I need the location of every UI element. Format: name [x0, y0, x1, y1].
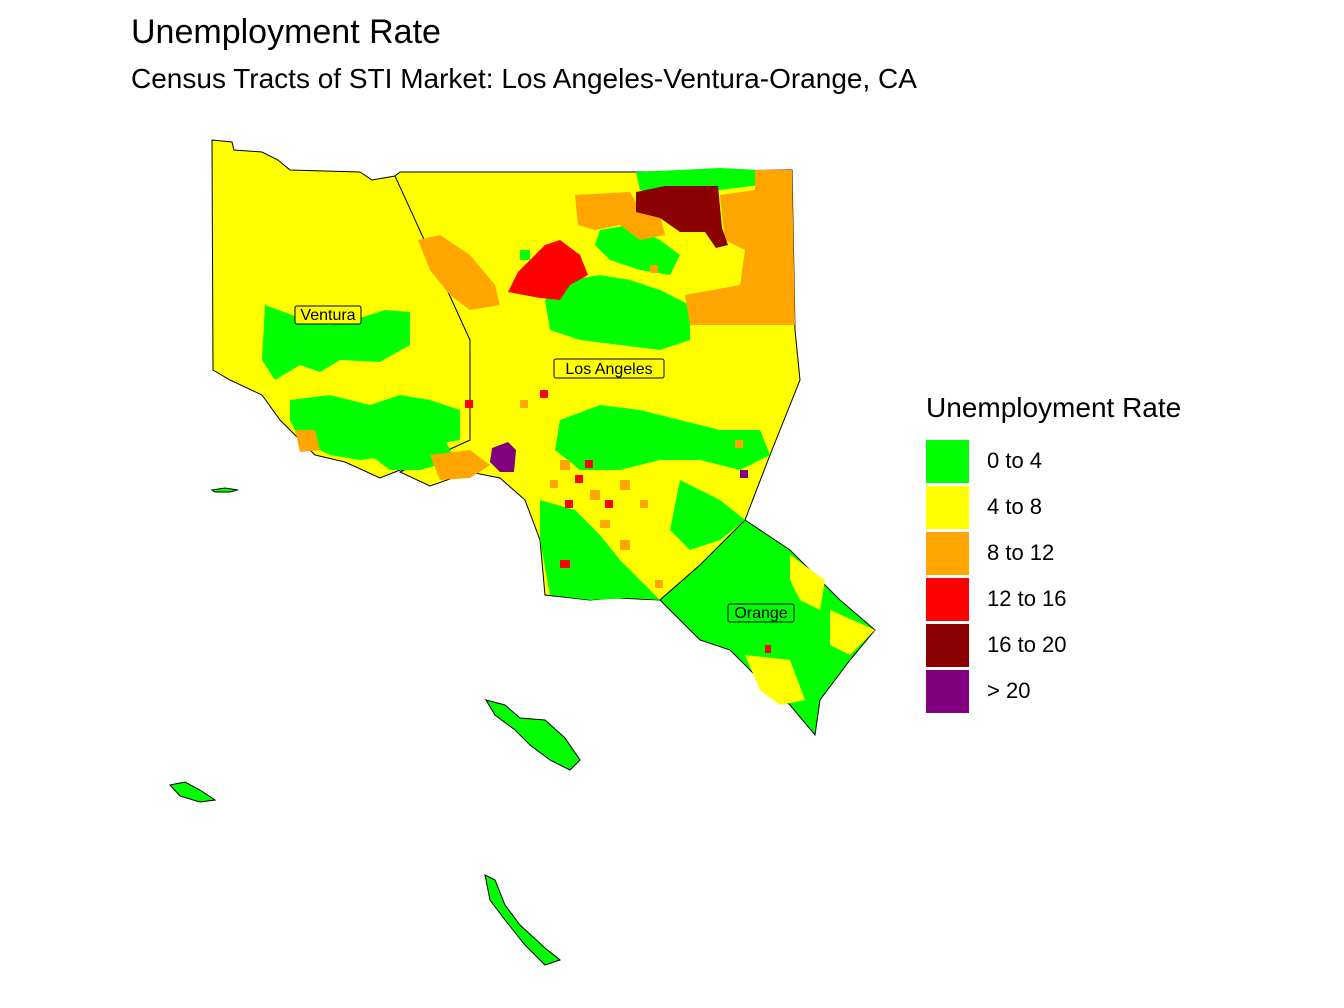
place-label-los-angeles: Los Angeles — [553, 358, 665, 379]
rate-16-to-20-patches — [636, 186, 728, 248]
map-legend: Unemployment Rate 0 to 4 4 to 8 8 to 12 … — [926, 390, 1181, 714]
rate-12-to-16-patches — [508, 240, 588, 300]
legend-item: 0 to 4 — [926, 438, 1181, 484]
legend-title: Unemployment Rate — [926, 392, 1182, 423]
legend-label: 16 to 20 — [987, 632, 1067, 657]
legend-label: > 20 — [987, 678, 1031, 703]
choropleth-map: Ventura Los Angeles Orange — [169, 139, 876, 966]
svg-text:Los Angeles: Los Angeles — [565, 361, 652, 378]
svg-text:Orange: Orange — [734, 605, 787, 622]
map-title: Unemployment Rate — [131, 13, 441, 51]
rate-8-to-12-patches — [295, 170, 795, 480]
rate-4-to-8-orange-patches — [745, 555, 875, 705]
legend-swatch — [926, 669, 969, 713]
orange-county-region — [659, 519, 876, 737]
legend-item: > 20 — [926, 668, 1181, 714]
map-subtitle: Census Tracts of STI Market: Los Angeles… — [131, 63, 917, 94]
legend-label: 4 to 8 — [987, 494, 1043, 519]
santa-barbara-island — [169, 781, 217, 803]
san-clemente-island — [484, 874, 562, 966]
place-label-ventura: Ventura — [294, 305, 362, 325]
legend-label: 8 to 12 — [987, 540, 1055, 565]
legend-item: 16 to 20 — [926, 622, 1181, 668]
legend-swatch — [926, 439, 969, 483]
legend-item: 4 to 8 — [926, 484, 1181, 530]
anacapa-island — [210, 487, 239, 493]
channel-islands — [169, 487, 581, 966]
legend-label: 12 to 16 — [987, 586, 1067, 611]
legend-swatch — [926, 531, 969, 575]
svg-text:Ventura: Ventura — [300, 307, 355, 324]
legend-swatch — [926, 577, 969, 621]
legend-swatch — [926, 623, 969, 667]
catalina-island — [484, 699, 581, 771]
place-label-orange: Orange — [727, 603, 795, 623]
legend-swatch — [926, 485, 969, 529]
legend-label: 0 to 4 — [987, 448, 1043, 473]
legend-item: 12 to 16 — [926, 576, 1181, 622]
legend-item: 8 to 12 — [926, 530, 1181, 576]
rate-over-20-patches — [490, 442, 516, 472]
